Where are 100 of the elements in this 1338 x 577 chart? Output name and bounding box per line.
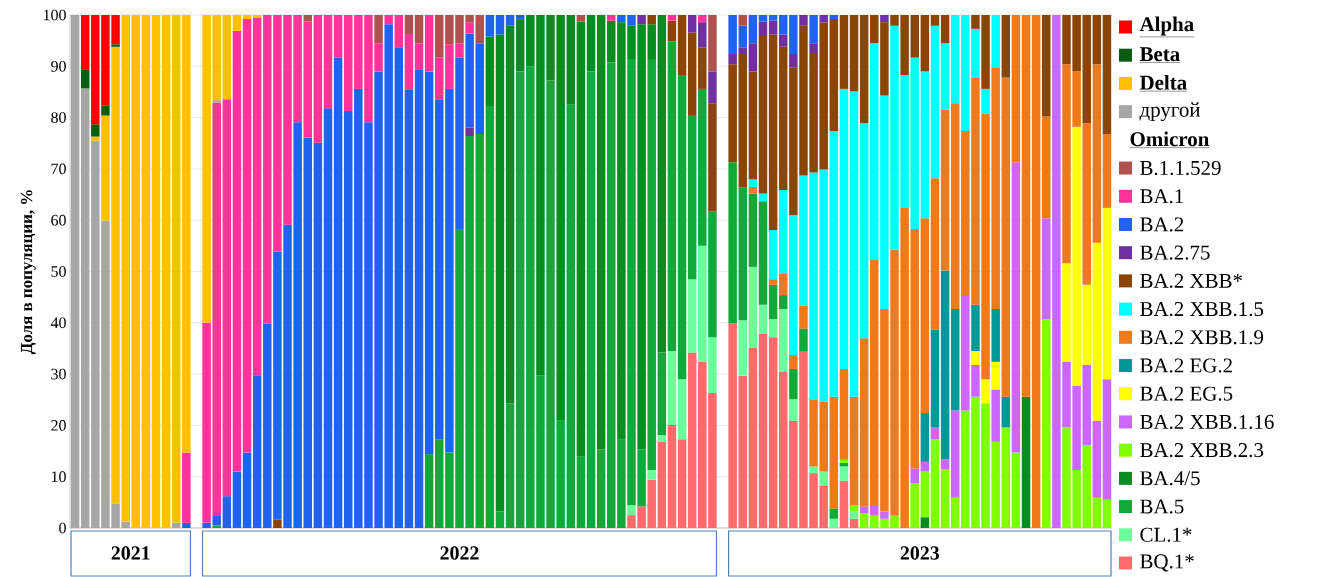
bar	[333, 57, 343, 528]
bar	[101, 105, 110, 116]
legend-label: CL.1*	[1140, 527, 1192, 542]
bar	[667, 41, 677, 352]
bar	[151, 15, 161, 528]
legend-label: Beta	[1139, 47, 1180, 62]
bar	[414, 43, 424, 70]
bar	[809, 15, 818, 44]
bar	[657, 435, 667, 442]
bar	[485, 36, 495, 107]
bar	[758, 15, 768, 22]
bar	[343, 15, 353, 111]
bar	[930, 178, 940, 330]
bar	[677, 439, 687, 528]
bar	[708, 15, 717, 72]
bar	[991, 308, 1000, 362]
legend-title: Omicron	[1130, 131, 1210, 147]
bar	[404, 33, 414, 90]
bar	[495, 34, 505, 512]
bar	[91, 124, 100, 137]
y-tick-label: 90	[51, 60, 66, 72]
bar	[505, 403, 515, 528]
bar	[404, 89, 414, 528]
bar	[738, 15, 748, 26]
bar	[971, 351, 980, 365]
legend-label: BA.5	[1140, 499, 1184, 514]
bar	[748, 186, 758, 194]
bar	[222, 15, 232, 100]
bar	[171, 522, 181, 528]
bar	[596, 15, 606, 450]
bar	[758, 304, 768, 334]
bar	[687, 115, 697, 280]
bar	[728, 15, 737, 54]
bar	[930, 25, 940, 179]
legend-label: BA.2 XBB.1.5	[1140, 302, 1264, 317]
bar	[80, 69, 90, 89]
bar	[637, 15, 646, 25]
bar	[667, 351, 677, 425]
bar	[1042, 319, 1051, 528]
bar	[1102, 379, 1112, 500]
bar	[920, 517, 930, 528]
bar	[859, 338, 869, 507]
legend-label: другой	[1139, 102, 1201, 122]
bar	[647, 15, 656, 25]
bar	[920, 413, 930, 462]
bar	[849, 511, 859, 519]
bar	[212, 525, 221, 528]
bar	[515, 19, 525, 72]
bar	[303, 21, 313, 138]
bar	[252, 375, 262, 528]
bar	[748, 347, 758, 528]
bar	[799, 328, 808, 352]
bar	[768, 337, 778, 528]
bar	[161, 15, 171, 528]
bar	[920, 218, 930, 414]
bar	[748, 43, 758, 72]
bar	[789, 368, 798, 400]
bar	[404, 15, 414, 34]
y-tick-label: 0	[59, 522, 66, 534]
bar	[607, 62, 616, 528]
bar	[829, 508, 839, 519]
bar	[839, 15, 849, 89]
bar	[728, 53, 737, 65]
bar	[657, 441, 667, 528]
bar	[242, 452, 252, 528]
bar	[586, 15, 596, 72]
bar	[222, 99, 232, 497]
bar	[839, 88, 849, 369]
bar	[1092, 242, 1102, 421]
bar	[1092, 420, 1102, 498]
bar	[687, 279, 697, 353]
legend-label: BA.2 XBB.1.16	[1140, 414, 1274, 430]
bar	[687, 352, 697, 528]
bar	[607, 20, 616, 63]
bar	[394, 47, 404, 528]
bar	[829, 130, 839, 397]
bar	[323, 108, 333, 528]
bar	[859, 506, 869, 514]
bar	[698, 47, 707, 89]
bar	[424, 15, 434, 72]
bar	[799, 15, 808, 26]
bar	[273, 519, 282, 528]
bar	[242, 15, 252, 20]
bar	[768, 319, 778, 338]
bar	[940, 43, 950, 110]
bar	[940, 469, 950, 528]
bar	[232, 471, 242, 528]
bar	[940, 15, 950, 44]
bar	[778, 295, 788, 309]
bar	[799, 305, 808, 329]
legend-label: B.1.1.529	[1140, 160, 1221, 176]
legend-label: BA.2 XBB.1.9	[1140, 330, 1264, 345]
bar	[667, 424, 677, 528]
bar	[495, 15, 505, 35]
bar	[768, 34, 778, 230]
bar	[505, 25, 515, 404]
bar	[728, 323, 737, 528]
bar	[515, 15, 525, 20]
bar	[1001, 427, 1011, 528]
legend-label: BA.2 EG.2	[1140, 358, 1232, 373]
